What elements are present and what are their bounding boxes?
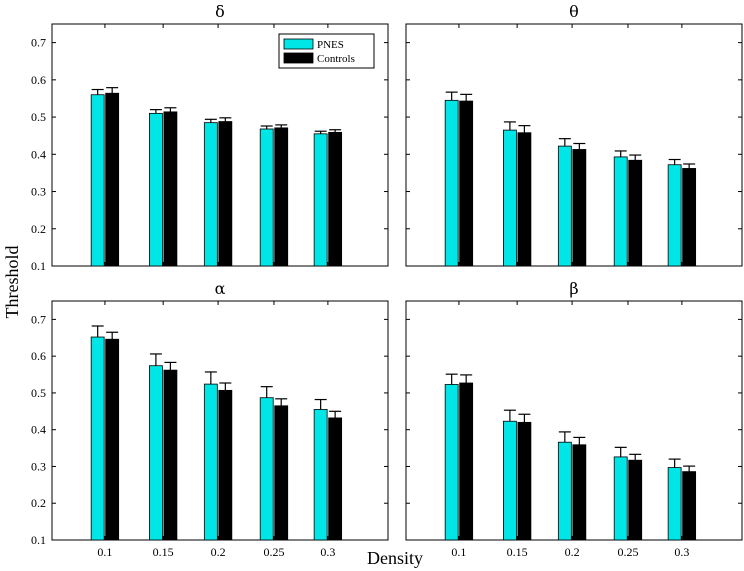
- y-tick-label: 0.3: [31, 185, 46, 199]
- y-tick-label: 0.5: [31, 110, 46, 124]
- bar-controls: [274, 127, 289, 267]
- bar-controls: [328, 131, 343, 267]
- bar-pnes: [259, 128, 274, 267]
- panel-3: α 0.1 0.2 0.3 0.4 0.5 0.6 0.7 0.1 0.15 0.2 0.25 0.3: [31, 279, 389, 559]
- panels-layer: δ 0.1 0.2 0.3 0.4 0.5 0.6 0.7 θ α 0.1 0.2 0.3 0.4 0.5 0…: [31, 2, 743, 559]
- x-tick-label: 0.25: [263, 545, 284, 559]
- y-tick-label: 0.2: [31, 496, 46, 510]
- bar-controls: [682, 471, 697, 541]
- bar-pnes: [313, 409, 328, 541]
- legend: PNES Controls: [278, 33, 375, 69]
- y-tick-label: 0.1: [31, 533, 46, 547]
- bar-pnes: [90, 94, 105, 267]
- bar-controls: [517, 421, 532, 541]
- panel-title: α: [215, 279, 226, 298]
- bar-pnes: [444, 384, 459, 541]
- bar-controls: [105, 92, 120, 267]
- x-axis-label: Density: [367, 548, 423, 568]
- x-tick-label: 0.15: [153, 545, 174, 559]
- y-tick-label: 0.5: [31, 386, 46, 400]
- bar-controls: [572, 149, 587, 267]
- panel-title: δ: [215, 2, 225, 21]
- x-tick-label: 0.2: [211, 545, 226, 559]
- bar-pnes: [557, 145, 572, 267]
- y-tick-label: 0.6: [31, 73, 46, 87]
- bar-controls: [459, 100, 474, 267]
- bar-controls: [163, 111, 178, 267]
- x-tick-label: 0.1: [97, 545, 112, 559]
- bar-pnes: [148, 365, 163, 541]
- bar-controls: [218, 121, 233, 267]
- y-tick-label: 0.4: [31, 423, 46, 437]
- panel-title: β: [569, 279, 578, 298]
- bar-controls: [105, 338, 120, 541]
- bar-controls: [218, 389, 233, 541]
- bar-pnes: [667, 164, 682, 267]
- bar-pnes: [502, 420, 517, 541]
- bar-pnes: [203, 383, 218, 541]
- bar-controls: [517, 132, 532, 267]
- y-tick-label: 0.7: [31, 36, 46, 50]
- y-tick-label: 0.4: [31, 147, 46, 161]
- bar-controls: [163, 369, 178, 541]
- x-tick-label: 0.2: [565, 545, 580, 559]
- bar-pnes: [259, 397, 274, 541]
- x-tick-label: 0.3: [320, 545, 335, 559]
- bar-pnes: [557, 441, 572, 541]
- panel-title: θ: [569, 2, 579, 21]
- panel-2: θ: [405, 2, 743, 267]
- x-tick-label: 0.1: [451, 545, 466, 559]
- legend-swatch-controls: [283, 52, 314, 64]
- bar-pnes: [502, 129, 517, 267]
- x-tick-label: 0.25: [617, 545, 638, 559]
- legend-swatch-pnes: [283, 38, 314, 50]
- bar-controls: [459, 382, 474, 541]
- y-tick-label: 0.1: [31, 259, 46, 273]
- legend-label-pnes: PNES: [317, 39, 344, 51]
- bar-controls: [274, 405, 289, 541]
- legend-label-controls: Controls: [317, 53, 355, 65]
- panel-4: β 0.1 0.15 0.2 0.25 0.3: [405, 279, 743, 559]
- bar-pnes: [90, 336, 105, 541]
- bar-pnes: [444, 99, 459, 267]
- bar-pnes: [613, 156, 628, 267]
- bar-controls: [628, 159, 643, 267]
- bar-pnes: [613, 456, 628, 541]
- bar-pnes: [667, 467, 682, 541]
- y-tick-label: 0.7: [31, 312, 46, 326]
- bar-pnes: [313, 133, 328, 267]
- bar-controls: [628, 459, 643, 541]
- y-tick-label: 0.6: [31, 349, 46, 363]
- y-axis-label: Threshold: [2, 246, 22, 319]
- bar-controls: [328, 417, 343, 541]
- x-tick-label: 0.15: [507, 545, 528, 559]
- bar-controls: [682, 168, 697, 267]
- x-tick-label: 0.3: [674, 545, 689, 559]
- y-tick-label: 0.3: [31, 459, 46, 473]
- y-tick-label: 0.2: [31, 222, 46, 236]
- bar-pnes: [203, 122, 218, 267]
- bar-pnes: [148, 112, 163, 267]
- bar-controls: [572, 444, 587, 541]
